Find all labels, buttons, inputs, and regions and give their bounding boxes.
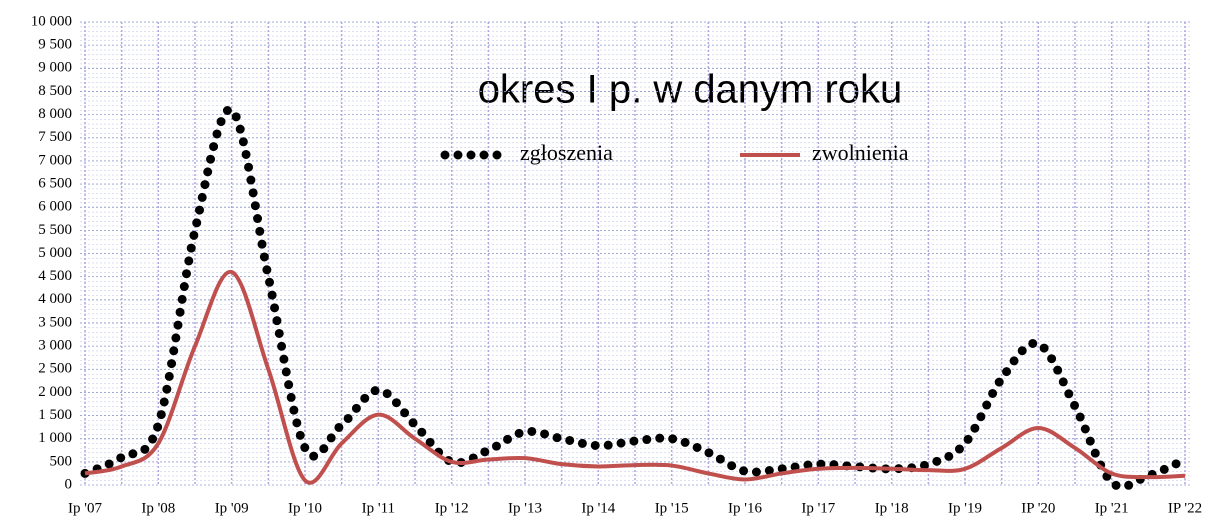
y-tick-label: 1 000 bbox=[38, 430, 72, 446]
chart-title: okres I p. w danym roku bbox=[478, 68, 903, 112]
x-tick-label: Ip '12 bbox=[435, 500, 469, 516]
y-tick-label: 5 500 bbox=[38, 222, 72, 238]
y-tick-label: 500 bbox=[50, 453, 73, 469]
legend-label: zwolnienia bbox=[812, 140, 909, 165]
y-tick-label: 4 500 bbox=[38, 268, 72, 284]
x-tick-label: Ip '19 bbox=[948, 500, 982, 516]
y-tick-label: 4 000 bbox=[38, 291, 72, 307]
y-tick-label: 2 000 bbox=[38, 384, 72, 400]
y-tick-label: 3 500 bbox=[38, 314, 72, 330]
series-line bbox=[84, 270, 1186, 485]
y-tick-label: 8 500 bbox=[38, 83, 72, 99]
y-tick-label: 8 000 bbox=[38, 106, 72, 122]
y-tick-label: 6 500 bbox=[38, 175, 72, 191]
y-tick-label: 5 000 bbox=[38, 245, 72, 261]
x-tick-label: Ip '18 bbox=[875, 500, 909, 516]
x-tick-label: IP '20 bbox=[1021, 500, 1055, 516]
y-tick-label: 2 500 bbox=[38, 361, 72, 377]
x-tick-label: Ip '14 bbox=[581, 500, 615, 516]
x-tick-label: Ip '13 bbox=[508, 500, 542, 516]
y-tick-label: 1 500 bbox=[38, 407, 72, 423]
x-tick-label: Ip '07 bbox=[68, 500, 102, 516]
series-line bbox=[80, 105, 1190, 492]
legend-label: zgłoszenia bbox=[520, 140, 613, 165]
y-tick-label: 10 000 bbox=[31, 13, 72, 29]
x-tick-label: Ip '09 bbox=[215, 500, 249, 516]
y-tick-label: 7 500 bbox=[38, 129, 72, 145]
y-tick-label: 7 000 bbox=[38, 152, 72, 168]
x-tick-label: Ip '11 bbox=[362, 500, 395, 516]
x-tick-label: IP '22 bbox=[1168, 500, 1202, 516]
y-tick-label: 9 500 bbox=[38, 37, 72, 53]
y-tick-label: 3 000 bbox=[38, 338, 72, 354]
x-tick-label: Ip '15 bbox=[655, 500, 689, 516]
y-tick-label: 0 bbox=[65, 476, 73, 492]
x-tick-label: Ip '21 bbox=[1095, 500, 1129, 516]
x-tick-label: Ip '10 bbox=[288, 500, 322, 516]
y-tick-label: 6 000 bbox=[38, 199, 72, 215]
x-tick-label: Ip '17 bbox=[801, 500, 835, 516]
x-tick-label: Ip '16 bbox=[728, 500, 762, 516]
x-tick-label: Ip '08 bbox=[141, 500, 175, 516]
y-tick-label: 9 000 bbox=[38, 60, 72, 76]
